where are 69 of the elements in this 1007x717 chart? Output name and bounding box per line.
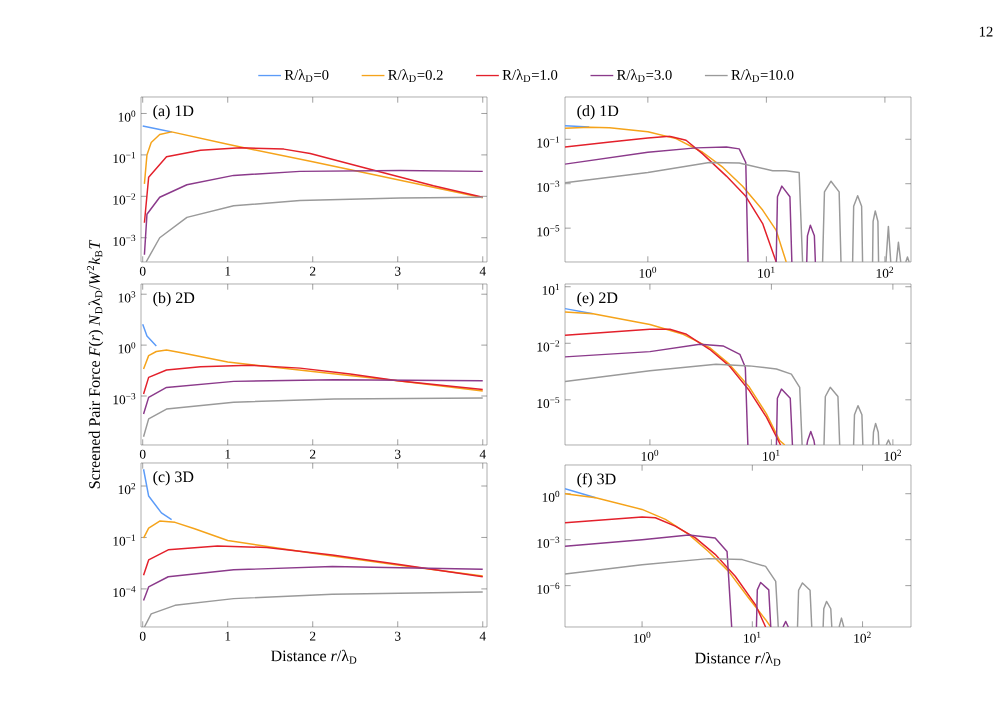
x-tick-label: 10$^{1}$ <box>763 449 780 461</box>
x-tick-label: 3 <box>395 631 401 641</box>
y-tick-label: 10$^{0}$ <box>118 342 136 354</box>
y-tick-label: 10$^{−6}$ <box>537 582 560 594</box>
x-tick-label: 10$^{0}$ <box>641 449 659 461</box>
x-tick-label: 1 <box>225 631 231 641</box>
x-axis-title: Distance r/λ$_{D}$ <box>695 652 781 666</box>
y-tick-label: 10$^{1}$ <box>542 283 560 295</box>
x-tick-label: 3 <box>395 449 401 459</box>
x-tick-label: 0 <box>139 631 146 641</box>
x-tick-label: 10$^{1}$ <box>744 631 761 643</box>
x-tick-label: 4 <box>479 631 486 641</box>
y-tick-label: 10$^{0}$ <box>118 110 136 122</box>
x-tick-label: 2 <box>309 266 316 276</box>
legend-label: R/λ$_{D}$=3.0 <box>617 69 672 82</box>
y-tick-label: 10$^{3}$ <box>118 291 136 303</box>
y-tick-label: 10$^{−5}$ <box>537 396 560 408</box>
x-tick-label: 0 <box>139 266 146 276</box>
chart-title: (b) 2D <box>153 291 195 307</box>
x-tick-label: 10$^{0}$ <box>639 266 657 278</box>
chart-title: (e) 2D <box>577 291 618 307</box>
x-tick-label: 1 <box>225 449 231 459</box>
legend-label: R/λ$_{D}$=10.0 <box>731 69 794 82</box>
y-tick-label: 10$^{0}$ <box>542 490 560 502</box>
y-tick-label: 10$^{−2}$ <box>537 340 560 352</box>
y-tick-label: 10$^{−1}$ <box>537 136 560 148</box>
legend-label: R/λ$_{D}$=0.2 <box>388 69 443 82</box>
x-tick-label: 10$^{0}$ <box>633 631 651 643</box>
y-tick-label: 10$^{−4}$ <box>113 586 136 598</box>
line-series <box>143 169 484 256</box>
x-tick-label: 10$^{2}$ <box>884 449 902 461</box>
x-axis-title: Distance r/λ$_{D}$ <box>271 649 357 664</box>
y-tick-label: 10$^{2}$ <box>118 483 136 495</box>
y-tick-label: 10$^{−2}$ <box>113 193 136 205</box>
line-series <box>143 147 484 224</box>
line-series <box>142 364 484 395</box>
line-series <box>143 591 484 627</box>
chart-title: (c) 3D <box>153 470 194 486</box>
x-tick-label: 4 <box>479 449 486 459</box>
text: Screened Pair Force F(r) N$_{D}$λ$_{D}$/W$^{2}$k$_{B}$T <box>86 239 104 489</box>
x-tick-label: 10$^{1}$ <box>758 266 775 278</box>
y-tick-label: 10$^{−1}$ <box>113 534 136 546</box>
line-series <box>142 545 484 578</box>
chart-title: (a) 1D <box>153 105 194 120</box>
x-tick-label: 10$^{2}$ <box>876 266 894 278</box>
x-tick-label: 1 <box>225 266 231 276</box>
x-tick-label: 10$^{2}$ <box>854 631 871 643</box>
legend-label: R/λ$_{D}$=1.0 <box>502 69 558 82</box>
line-series <box>142 397 484 438</box>
y-tick-label: 10$^{−1}$ <box>113 152 136 164</box>
line-series <box>142 565 484 602</box>
x-tick-label: 0 <box>139 449 146 459</box>
x-tick-label: 2 <box>309 631 316 641</box>
x-tick-label: 3 <box>395 266 401 276</box>
y-tick-label: 10$^{−3}$ <box>113 393 136 405</box>
y-tick-label: 10$^{−3}$ <box>537 536 560 548</box>
line-series <box>145 196 484 262</box>
text: 12 <box>979 26 993 37</box>
chart-title: (d) 1D <box>577 105 619 120</box>
x-tick-label: 2 <box>309 449 316 459</box>
chart-title: (f) 3D <box>577 472 616 488</box>
y-tick-label: 10$^{−3}$ <box>113 234 136 246</box>
legend-label: R/λ$_{D}$=0 <box>284 69 329 82</box>
line-series <box>143 131 484 199</box>
y-tick-label: 10$^{−3}$ <box>537 180 560 192</box>
line-series <box>142 468 173 521</box>
y-tick-label: 10$^{−5}$ <box>537 225 560 237</box>
line-series <box>142 379 484 415</box>
x-tick-label: 4 <box>479 266 486 276</box>
